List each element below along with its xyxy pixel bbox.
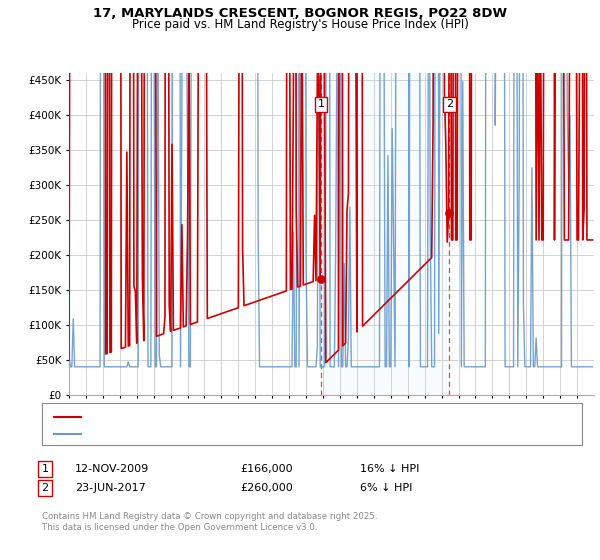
Text: 16% ↓ HPI: 16% ↓ HPI <box>360 464 419 474</box>
Point <box>316 274 326 283</box>
Point <box>445 208 454 217</box>
Text: 23-JUN-2017: 23-JUN-2017 <box>75 483 146 493</box>
Text: 1: 1 <box>317 99 325 109</box>
Text: 6% ↓ HPI: 6% ↓ HPI <box>360 483 412 493</box>
Text: £166,000: £166,000 <box>240 464 293 474</box>
Text: HPI: Average price, semi-detached house, Arun: HPI: Average price, semi-detached house,… <box>86 429 322 439</box>
Text: 2: 2 <box>446 99 453 109</box>
Text: 12-NOV-2009: 12-NOV-2009 <box>75 464 149 474</box>
Text: £260,000: £260,000 <box>240 483 293 493</box>
Text: Contains HM Land Registry data © Crown copyright and database right 2025.
This d: Contains HM Land Registry data © Crown c… <box>42 512 377 532</box>
Text: 1: 1 <box>41 464 49 474</box>
Text: 17, MARYLANDS CRESCENT, BOGNOR REGIS, PO22 8DW: 17, MARYLANDS CRESCENT, BOGNOR REGIS, PO… <box>93 7 507 20</box>
Text: 17, MARYLANDS CRESCENT, BOGNOR REGIS, PO22 8DW (semi-detached house): 17, MARYLANDS CRESCENT, BOGNOR REGIS, PO… <box>86 412 485 422</box>
Text: 2: 2 <box>41 483 49 493</box>
Text: Price paid vs. HM Land Registry's House Price Index (HPI): Price paid vs. HM Land Registry's House … <box>131 18 469 31</box>
Bar <box>321 73 449 395</box>
